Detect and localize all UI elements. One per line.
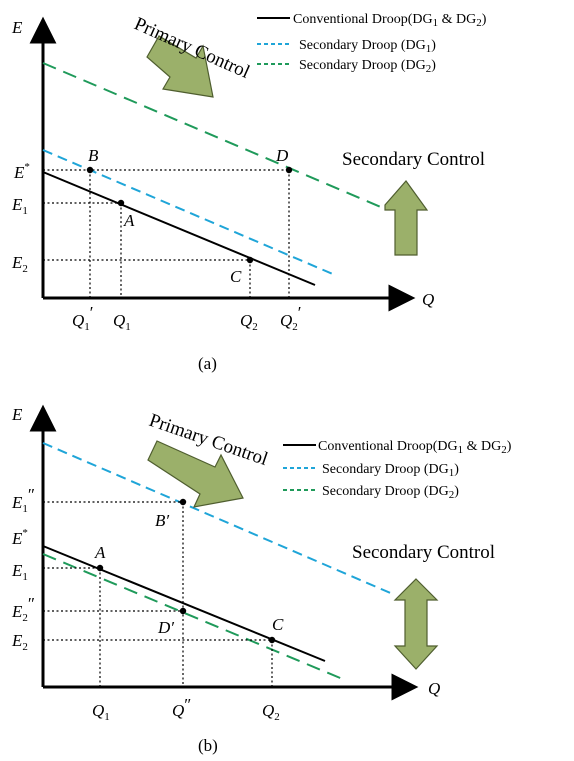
legend-conventional-label-a: Conventional Droop(DG1 & DG2) <box>293 12 487 29</box>
q2-prime-label-a: Q2′ <box>280 303 302 333</box>
point-label-c-a: C <box>230 267 242 286</box>
legend-dg2-label-b: Secondary Droop (DG2) <box>322 484 459 501</box>
e1-double-prime-label-b: E1″ <box>11 485 35 515</box>
point-label-d-a: D <box>275 146 289 165</box>
q-double-prime-label-b: Q″ <box>172 695 191 720</box>
secondary-control-arrow-a <box>384 180 429 256</box>
estar-label-a: E* <box>13 161 30 182</box>
conventional-droop-line-b <box>42 545 326 662</box>
legend-b: Conventional Droop(DG1 & DG2) Secondary … <box>283 439 512 501</box>
dg2-secondary-droop-line-b <box>42 553 346 681</box>
point-label-b-a: B <box>88 146 99 165</box>
e2-double-prime-label-b: E2″ <box>11 594 35 624</box>
point-c-b <box>268 636 276 644</box>
conventional-droop-line-a <box>42 171 316 286</box>
panel-b: E Q A B′ D′ C E1″ E* E1 E2″ E2 Q <box>11 404 512 755</box>
e2-label-a: E2 <box>11 253 28 275</box>
point-label-a-a: A <box>123 211 135 230</box>
secondary-control-label-a: Secondary Control <box>342 149 485 170</box>
point-label-c-b: C <box>272 615 284 634</box>
point-a-b <box>96 564 104 572</box>
estar-label-b: E* <box>11 527 28 548</box>
dg2-secondary-droop-line-a <box>42 62 384 209</box>
q2-label-b: Q2 <box>262 701 280 723</box>
legend-dg1-label-a: Secondary Droop (DG1) <box>299 38 436 55</box>
legend-conventional-label-b: Conventional Droop(DG1 & DG2) <box>318 439 512 456</box>
e2-label-b: E2 <box>11 631 28 653</box>
secondary-control-label-b: Secondary Control <box>352 542 495 563</box>
point-label-b-prime-b: B′ <box>155 511 169 530</box>
point-label-d-prime-b: D′ <box>157 618 174 637</box>
e1-label-a: E1 <box>11 195 28 217</box>
caption-b: (b) <box>198 736 218 755</box>
caption-a: (a) <box>198 354 217 373</box>
panel-a: E Q B A C D E* E1 E2 Q1′ Q1 Q2 <box>11 12 487 373</box>
primary-control-arrow-a <box>146 35 214 98</box>
point-b-a <box>86 166 94 174</box>
point-d-a <box>285 166 293 174</box>
legend-a: Conventional Droop(DG1 & DG2) Secondary … <box>257 12 487 75</box>
e1-label-b: E1 <box>11 561 28 583</box>
secondary-control-arrow-b <box>393 578 439 670</box>
point-label-a-b: A <box>94 543 106 562</box>
q1-prime-label-a: Q1′ <box>72 303 94 333</box>
point-d-prime-b <box>179 607 187 615</box>
point-c-a <box>246 256 254 264</box>
y-axis-label-b: E <box>11 405 23 424</box>
primary-control-arrow-b <box>147 440 244 508</box>
point-a-a <box>117 199 125 207</box>
x-axis-label-a: Q <box>422 290 434 309</box>
q1-label-a: Q1 <box>113 311 131 333</box>
x-axis-label-b: Q <box>428 679 440 698</box>
guide-lines-b <box>43 501 273 687</box>
q1-label-b: Q1 <box>92 701 110 723</box>
legend-dg1-label-b: Secondary Droop (DG1) <box>322 462 459 479</box>
q2-label-a: Q2 <box>240 311 258 333</box>
guide-lines-a <box>43 169 290 298</box>
y-axis-label-a: E <box>11 18 23 37</box>
point-b-prime-b <box>179 498 187 506</box>
legend-dg2-label-a: Secondary Droop (DG2) <box>299 58 436 75</box>
